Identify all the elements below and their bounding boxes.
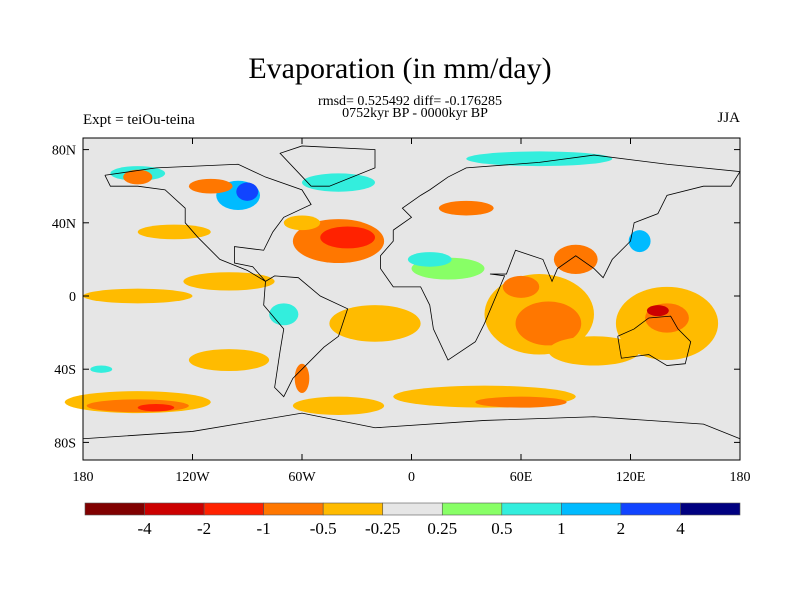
lon-tick-label: 60E: [510, 470, 533, 485]
anomaly-region: [137, 403, 175, 412]
anomaly-region: [320, 226, 375, 249]
lat-tick-label: 40S: [54, 363, 76, 378]
colorbar-label: 0.25: [427, 519, 457, 538]
anomaly-region: [628, 230, 651, 253]
anomaly-region: [90, 365, 113, 373]
axis-ticks: 180 120W 60W 0 60E 120E 180 80N 40N 0 40S 80S: [52, 138, 751, 485]
lon-tick-label: 60W: [288, 470, 316, 485]
anomaly-region: [294, 363, 310, 393]
lat-tick-label: 40N: [52, 217, 76, 232]
colorbar-label: -0.25: [365, 519, 400, 538]
colorbar: -4 -2 -1 -0.5 -0.25 0.25 0.5 1 2 4: [84, 502, 741, 538]
experiment-label: Expt = teiOu-teina: [83, 112, 195, 128]
period-subtitle: 0752kyr BP - 0000kyr BP: [342, 106, 488, 121]
colorbar-swatch: [263, 502, 324, 516]
colorbar-swatch: [382, 502, 443, 516]
anomaly-region: [407, 252, 452, 267]
stats-subtitle: rmsd= 0.525492 diff= -0.176285: [318, 94, 502, 109]
anomaly-region: [83, 288, 193, 304]
anomaly-region: [236, 182, 259, 201]
plot-title: Evaporation (in mm/day): [248, 52, 552, 85]
coastline: [263, 275, 349, 398]
anomaly-region: [502, 275, 540, 298]
anomaly-region: [292, 396, 385, 415]
colorbar-label: -2: [197, 519, 211, 538]
anomaly-region: [515, 301, 582, 346]
colorbar-swatch: [680, 502, 741, 516]
anomaly-region: [553, 244, 598, 275]
anomaly-region: [646, 305, 669, 317]
colorbar-label: -1: [257, 519, 271, 538]
lon-tick-label: 120E: [616, 470, 646, 485]
colorbar-swatch: [322, 502, 384, 516]
lat-tick-label: 80N: [52, 144, 76, 159]
colorbar-label: 4: [676, 519, 685, 538]
colorbar-swatch: [501, 502, 562, 516]
anomaly-region: [329, 305, 421, 342]
season-label: JJA: [717, 110, 740, 126]
anomaly-region: [188, 349, 270, 372]
colorbar-swatch: [441, 502, 503, 516]
colorbar-swatch: [84, 502, 145, 516]
anomaly-region: [86, 399, 189, 413]
lon-tick-label: 0: [408, 470, 415, 485]
lon-tick-label: 180: [73, 470, 94, 485]
lat-tick-label: 80S: [54, 436, 76, 451]
lat-tick-label: 0: [69, 290, 76, 305]
coastline: [617, 315, 692, 366]
coastlines: [82, 145, 741, 440]
anomaly-region: [283, 215, 321, 231]
colorbar-swatch: [620, 502, 681, 516]
anomaly-region: [548, 336, 640, 366]
anomaly-region: [137, 224, 211, 240]
colorbar-label: 0.5: [491, 519, 512, 538]
anomaly-region: [269, 303, 299, 326]
anomaly-region: [466, 151, 613, 167]
anomaly-fields: [64, 151, 719, 415]
lon-tick-label: 120W: [175, 470, 210, 485]
lon-tick-label: 180: [730, 470, 751, 485]
colorbar-label: 1: [557, 519, 566, 538]
anomaly-region: [438, 200, 494, 216]
colorbar-swatch: [561, 502, 622, 516]
colorbar-swatch: [203, 502, 264, 516]
colorbar-label: -0.5: [310, 519, 337, 538]
colorbar-swatch: [144, 502, 205, 516]
colorbar-label: -4: [137, 519, 152, 538]
anomaly-region: [123, 169, 153, 185]
coastline: [82, 412, 741, 440]
anomaly-region: [188, 178, 233, 194]
colorbar-label: 2: [617, 519, 626, 538]
anomaly-region: [183, 272, 275, 291]
anomaly-region: [475, 396, 567, 408]
coastline: [380, 154, 741, 361]
coastline: [104, 163, 312, 282]
coastline: [279, 145, 376, 187]
